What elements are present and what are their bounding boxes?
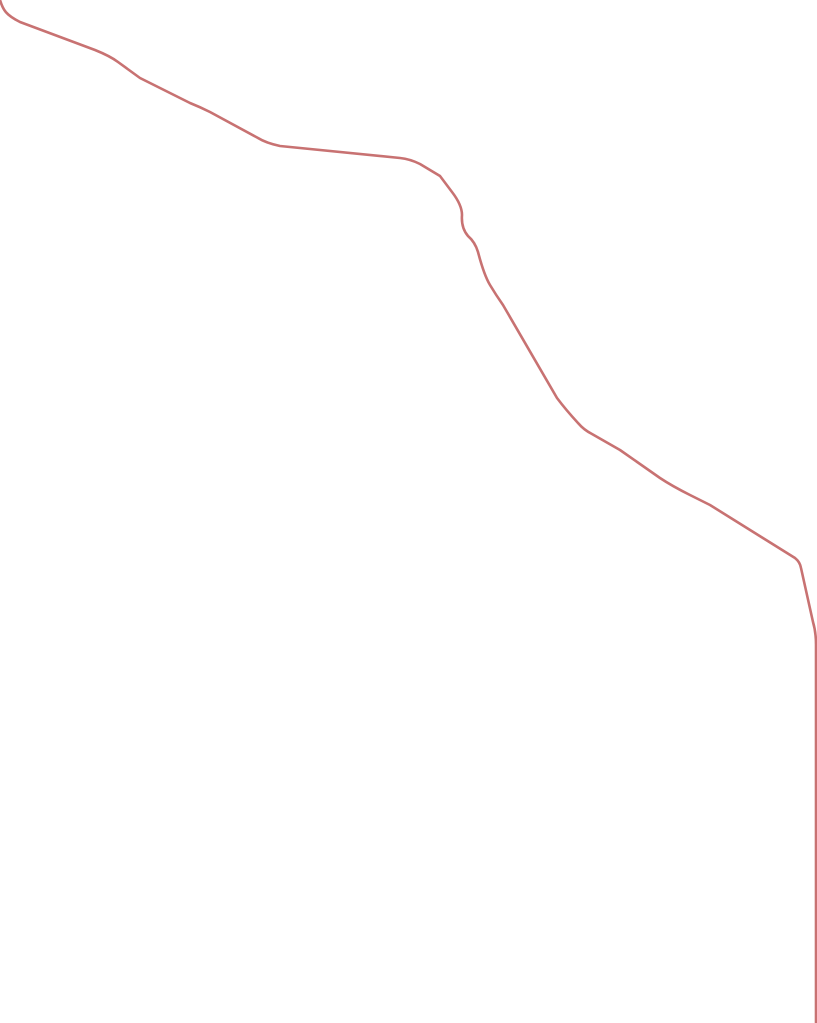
map-background: [0, 0, 817, 1023]
page-body: [0, 0, 817, 1023]
page: {} html, body { margin: 0; padding: 0; b…: [0, 0, 817, 1023]
route-line: [0, 0, 817, 1023]
map: [0, 0, 817, 1023]
